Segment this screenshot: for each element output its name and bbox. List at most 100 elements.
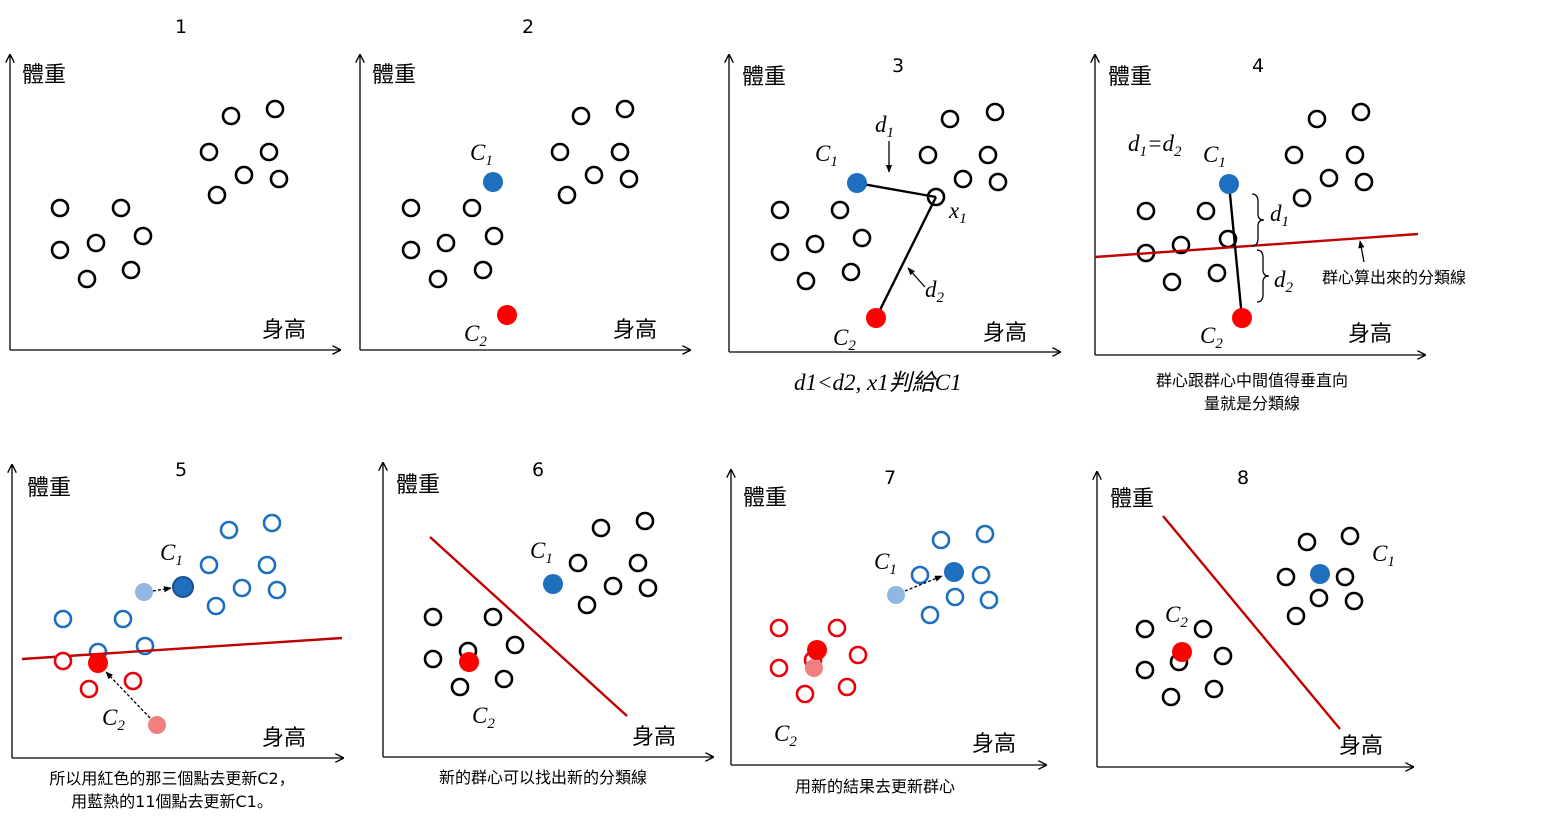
- data-point: [848, 645, 868, 665]
- data-point: [931, 530, 951, 550]
- cluster-c2-points: [53, 651, 143, 699]
- data-point: [985, 102, 1005, 122]
- data-point: [1207, 263, 1227, 283]
- data-point: [267, 580, 287, 600]
- data-point: [610, 142, 630, 162]
- data-points: [1135, 526, 1364, 707]
- d2-pointer-arrow: [907, 267, 926, 288]
- c1-label: C1: [874, 549, 897, 578]
- data-point: [940, 109, 960, 129]
- data-points: [50, 99, 289, 289]
- data-point: [557, 185, 577, 205]
- data-point: [550, 142, 570, 162]
- data-point: [805, 234, 825, 254]
- panel-caption-line-1: 群心跟群心中間值得垂直向: [1156, 371, 1348, 390]
- old-centroid-c1: [887, 586, 905, 604]
- classification-line: [1094, 232, 1419, 259]
- data-point: [1286, 606, 1306, 626]
- c1-label: C1: [530, 538, 553, 567]
- panel-number: 2: [522, 16, 534, 38]
- panel-caption: 新的群心可以找出新的分類線: [439, 768, 647, 787]
- data-points: [423, 511, 658, 697]
- c2-label: C2: [833, 325, 856, 354]
- data-point: [79, 679, 99, 699]
- y-axis-label: 體重: [372, 63, 416, 88]
- centroid-c1: [1310, 564, 1330, 584]
- data-point: [1162, 272, 1182, 292]
- y-axis-label: 體重: [743, 486, 787, 511]
- c2-label: C2: [464, 321, 487, 350]
- y-axis-label: 體重: [27, 476, 71, 501]
- data-point: [1136, 201, 1156, 221]
- data-point: [428, 269, 448, 289]
- old-centroid-c2: [148, 716, 166, 734]
- c1-label: C1: [470, 140, 493, 169]
- c2-label: C2: [1200, 323, 1223, 352]
- data-point: [462, 198, 482, 218]
- data-point: [1319, 168, 1339, 188]
- data-point: [234, 165, 254, 185]
- cluster-c1-points: [53, 513, 287, 662]
- centroid-c2: [1172, 642, 1192, 662]
- data-point: [577, 595, 597, 615]
- data-point: [265, 99, 285, 119]
- data-point: [979, 590, 999, 610]
- d2-brace: [1256, 249, 1270, 303]
- data-point: [638, 578, 658, 598]
- data-point: [1335, 567, 1355, 587]
- classification-line: [21, 636, 343, 661]
- panel-number: 7: [884, 467, 896, 489]
- data-point: [945, 587, 965, 607]
- distance-d2-line: [874, 196, 938, 319]
- panel-8: 8 體重 身高 C1 C2: [1097, 467, 1413, 767]
- centroid-c2: [866, 308, 886, 328]
- data-point: [1297, 532, 1317, 552]
- data-point: [1193, 619, 1213, 639]
- panel-4: 4 體重 身高 d1 d2 d1=d2 C1 C: [1095, 55, 1466, 413]
- data-point: [1292, 188, 1312, 208]
- data-point: [770, 242, 790, 262]
- data-point: [827, 618, 847, 638]
- data-point: [269, 169, 289, 189]
- centroid-connector: [1227, 183, 1244, 319]
- data-point: [953, 169, 973, 189]
- old-centroid-c2: [805, 659, 823, 677]
- data-point: [837, 677, 857, 697]
- panel-caption-line-1: 所以用紅色的那三個點去更新C2，: [49, 769, 294, 788]
- centroid-c2: [807, 640, 827, 660]
- c1-label: C1: [815, 141, 838, 170]
- data-point: [123, 671, 143, 691]
- data-point: [571, 106, 591, 126]
- c1-label: C1: [1203, 142, 1226, 171]
- data-point: [483, 607, 503, 627]
- panel-6: 6 體重 身高 C1 C2 新的群心可以找出新的分類線: [383, 459, 713, 787]
- distance-d1-line: [856, 181, 937, 199]
- data-point: [769, 658, 789, 678]
- x-axis-label: 身高: [262, 318, 306, 343]
- centroid-c2: [88, 653, 108, 673]
- data-point: [86, 233, 106, 253]
- c1-label: C1: [1372, 541, 1395, 570]
- data-points: [770, 102, 1008, 291]
- d1-label: d1: [1270, 201, 1289, 230]
- data-point: [423, 607, 443, 627]
- c1-update-arrow: [904, 575, 943, 592]
- centroid-c1: [483, 172, 503, 192]
- data-point: [1284, 145, 1304, 165]
- panel-number: 1: [175, 16, 187, 38]
- centroid-c1: [543, 574, 563, 594]
- x-axis-label: 身高: [972, 732, 1016, 757]
- data-point: [1171, 235, 1191, 255]
- data-point: [910, 565, 930, 585]
- data-point: [401, 240, 421, 260]
- data-point: [852, 228, 872, 248]
- data-point: [1309, 588, 1329, 608]
- data-point: [77, 269, 97, 289]
- x-axis-label: 身高: [983, 321, 1027, 346]
- c2-label: C2: [1165, 602, 1188, 631]
- data-point: [207, 185, 227, 205]
- data-point: [841, 262, 861, 282]
- data-point: [133, 226, 153, 246]
- x-axis-label: 身高: [613, 318, 657, 343]
- data-point: [628, 553, 648, 573]
